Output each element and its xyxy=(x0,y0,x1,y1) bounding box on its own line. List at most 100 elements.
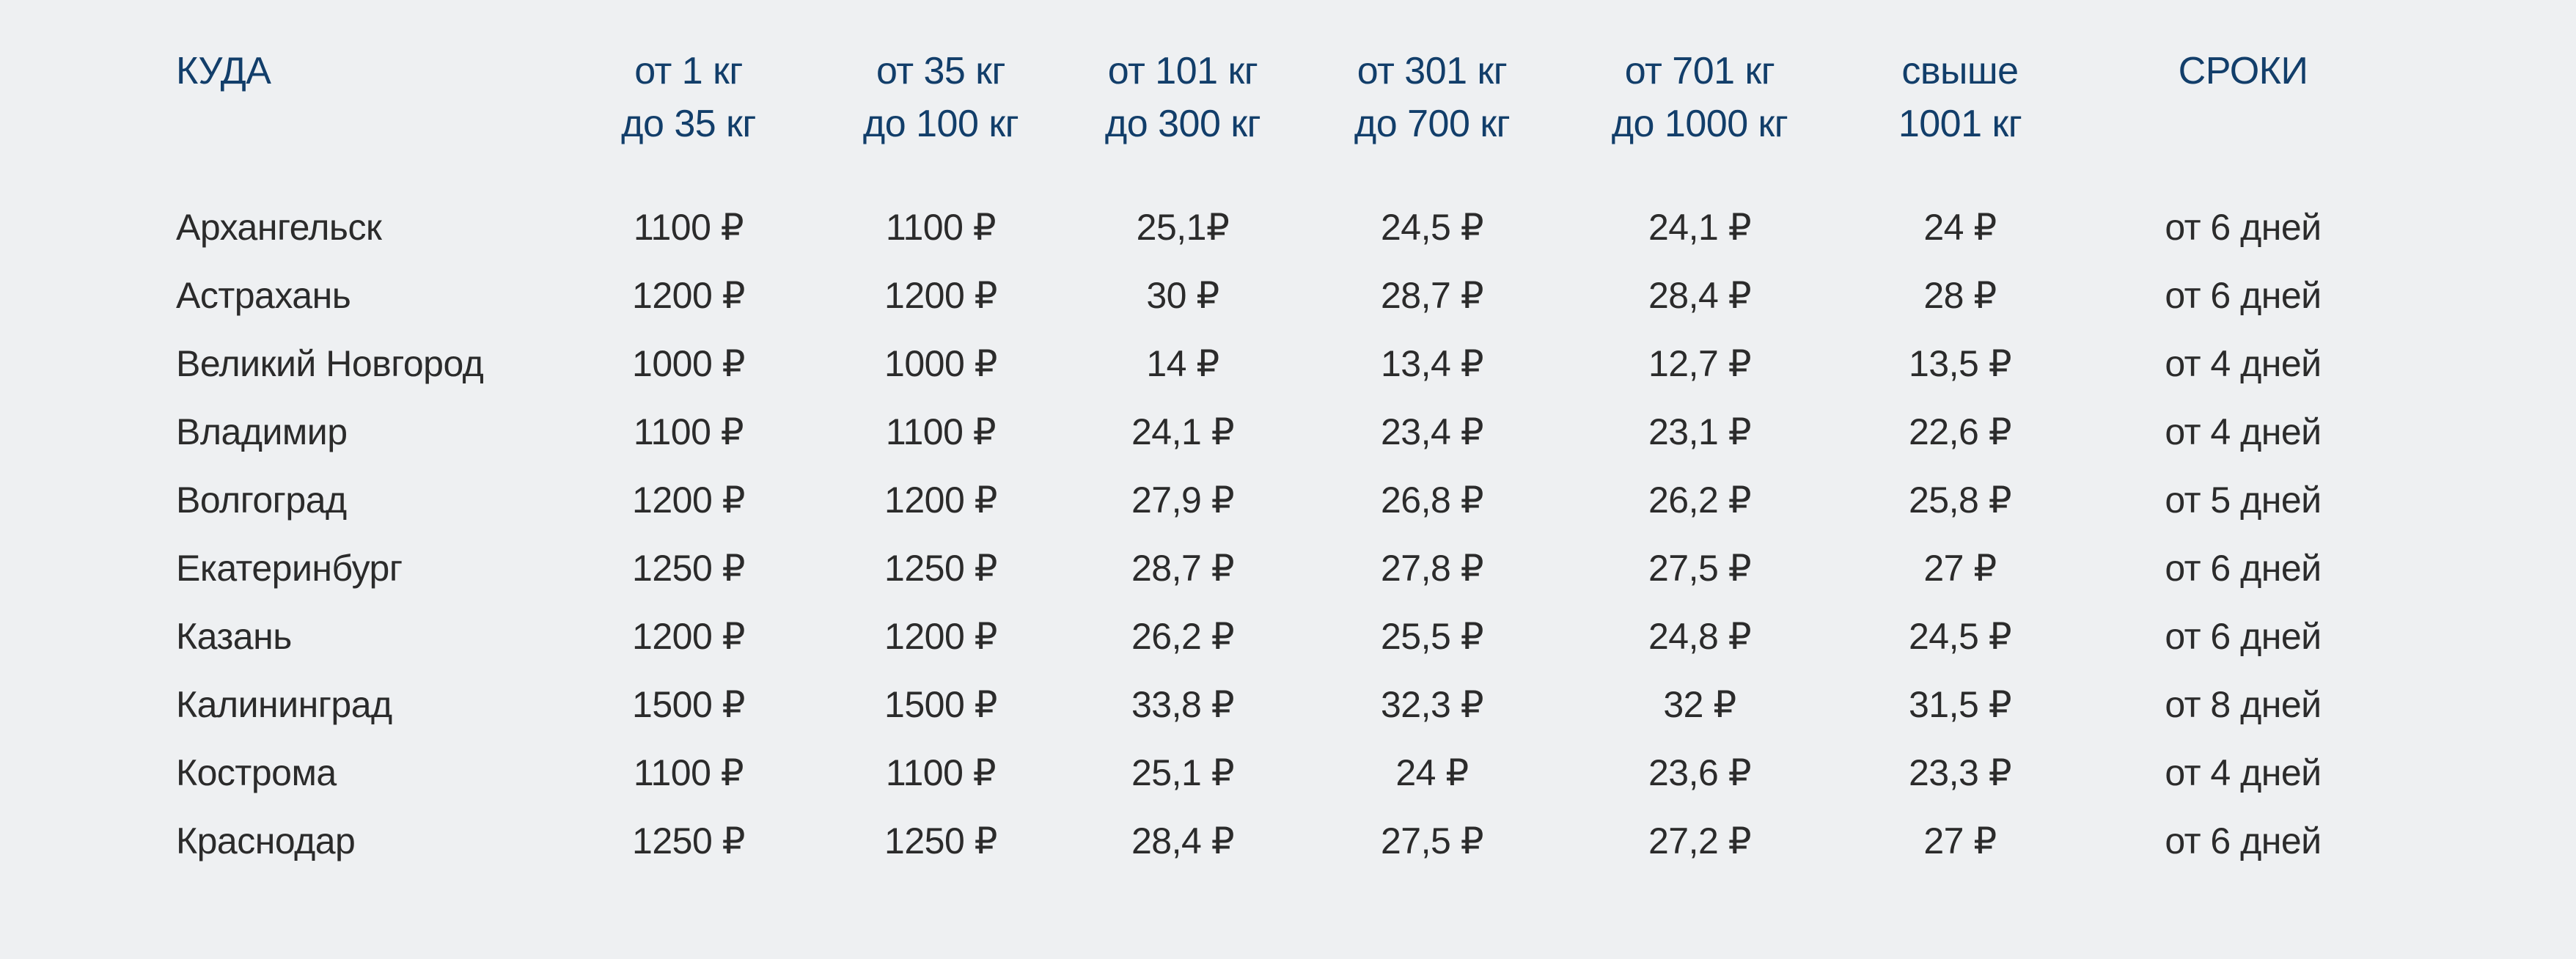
city-cell: Великий Новгород xyxy=(176,343,484,384)
rate-cell: 1100 ₽ xyxy=(633,411,744,452)
term-cell: от 6 дней xyxy=(2165,548,2322,589)
column-header-weight-301-700: от 301 кг до 700 кг xyxy=(1354,50,1511,145)
city-cell: Казань xyxy=(176,616,292,657)
table-row: Екатеринбург 1250 ₽ 1250 ₽ 28,7 ₽ 27,8 ₽… xyxy=(176,534,2405,603)
rate-cell: 24 ₽ xyxy=(1395,752,1469,793)
rate-cell: 26,8 ₽ xyxy=(1380,479,1484,521)
rate-cell: 28,4 ₽ xyxy=(1131,820,1235,861)
rate-cell: 12,7 ₽ xyxy=(1648,343,1752,384)
table-row: Кострома 1100 ₽ 1100 ₽ 25,1 ₽ 24 ₽ 23,6 … xyxy=(176,739,2405,807)
rate-cell: 1250 ₽ xyxy=(632,548,745,589)
rate-cell: 27,2 ₽ xyxy=(1648,820,1752,861)
term-cell: от 4 дней xyxy=(2165,411,2322,452)
rate-cell: 24 ₽ xyxy=(1923,207,1997,248)
rate-cell: 1100 ₽ xyxy=(633,207,744,248)
rate-cell: 1250 ₽ xyxy=(632,820,745,861)
term-cell: от 8 дней xyxy=(2165,684,2322,725)
rate-cell: 1200 ₽ xyxy=(632,275,745,316)
city-cell: Кострома xyxy=(176,752,337,793)
city-cell: Владимир xyxy=(176,411,348,452)
rate-cell: 30 ₽ xyxy=(1146,275,1219,316)
rate-cell: 1100 ₽ xyxy=(885,207,997,248)
table-row: Владимир 1100 ₽ 1100 ₽ 24,1 ₽ 23,4 ₽ 23,… xyxy=(176,398,2405,466)
rate-cell: 25,8 ₽ xyxy=(1908,479,2012,521)
rate-cell: 28 ₽ xyxy=(1923,275,1997,316)
rate-cell: 27,8 ₽ xyxy=(1380,548,1484,589)
rate-cell: 28,4 ₽ xyxy=(1648,275,1752,316)
rate-cell: 1500 ₽ xyxy=(632,684,745,725)
city-cell: Краснодар xyxy=(176,820,356,861)
header-row: КУДА от 1 кг до 35 кг от 35 кг до 100 кг… xyxy=(176,45,2405,194)
shipping-rates-table: КУДА от 1 кг до 35 кг от 35 кг до 100 кг… xyxy=(176,45,2405,875)
term-cell: от 4 дней xyxy=(2165,343,2322,384)
rate-cell: 28,7 ₽ xyxy=(1131,548,1235,589)
rate-cell: 24,1 ₽ xyxy=(1648,207,1752,248)
rate-cell: 25,1₽ xyxy=(1136,207,1230,248)
rate-cell: 1200 ₽ xyxy=(632,616,745,657)
rate-cell: 23,3 ₽ xyxy=(1908,752,2012,793)
term-cell: от 5 дней xyxy=(2165,479,2322,521)
rate-cell: 33,8 ₽ xyxy=(1131,684,1235,725)
table-row: Архангельск 1100 ₽ 1100 ₽ 25,1₽ 24,5 ₽ 2… xyxy=(176,194,2405,262)
rate-cell: 27,5 ₽ xyxy=(1648,548,1752,589)
table-row: Казань 1200 ₽ 1200 ₽ 26,2 ₽ 25,5 ₽ 24,8 … xyxy=(176,603,2405,671)
rate-cell: 32,3 ₽ xyxy=(1380,684,1484,725)
city-cell: Екатеринбург xyxy=(176,548,403,589)
rate-cell: 25,1 ₽ xyxy=(1131,752,1235,793)
rate-cell: 22,6 ₽ xyxy=(1908,411,2012,452)
rate-cell: 1000 ₽ xyxy=(632,343,745,384)
rate-cell: 1100 ₽ xyxy=(885,752,997,793)
city-cell: Астрахань xyxy=(176,275,351,316)
term-cell: от 6 дней xyxy=(2165,275,2322,316)
table-body: Архангельск 1100 ₽ 1100 ₽ 25,1₽ 24,5 ₽ 2… xyxy=(176,194,2405,875)
rate-cell: 1000 ₽ xyxy=(884,343,997,384)
term-cell: от 4 дней xyxy=(2165,752,2322,793)
table-row: Краснодар 1250 ₽ 1250 ₽ 28,4 ₽ 27,5 ₽ 27… xyxy=(176,807,2405,875)
rate-cell: 1100 ₽ xyxy=(885,411,997,452)
rate-cell: 1250 ₽ xyxy=(884,548,997,589)
column-header-terms: СРОКИ xyxy=(2178,50,2308,92)
rate-cell: 26,2 ₽ xyxy=(1648,479,1752,521)
rate-cell: 31,5 ₽ xyxy=(1908,684,2012,725)
rate-cell: 23,1 ₽ xyxy=(1648,411,1752,452)
rate-cell: 24,1 ₽ xyxy=(1131,411,1235,452)
city-cell: Архангельск xyxy=(176,207,382,248)
rate-cell: 23,4 ₽ xyxy=(1380,411,1484,452)
column-header-weight-1-35: от 1 кг до 35 кг xyxy=(621,50,756,145)
column-header-weight-701-1000: от 701 кг до 1000 кг xyxy=(1611,50,1788,145)
rate-cell: 27 ₽ xyxy=(1923,820,1997,861)
rate-cell: 26,2 ₽ xyxy=(1131,616,1235,657)
rate-cell: 1100 ₽ xyxy=(633,752,744,793)
table-header: КУДА от 1 кг до 35 кг от 35 кг до 100 кг… xyxy=(176,45,2405,194)
table-row: Калининград 1500 ₽ 1500 ₽ 33,8 ₽ 32,3 ₽ … xyxy=(176,671,2405,739)
term-cell: от 6 дней xyxy=(2165,820,2322,861)
rate-cell: 32 ₽ xyxy=(1663,684,1736,725)
column-header-destination: КУДА xyxy=(176,50,271,92)
city-cell: Калининград xyxy=(176,684,392,725)
rate-cell: 1200 ₽ xyxy=(884,616,997,657)
rate-cell: 24,8 ₽ xyxy=(1648,616,1752,657)
rate-cell: 25,5 ₽ xyxy=(1380,616,1484,657)
rate-cell: 1200 ₽ xyxy=(884,275,997,316)
rate-cell: 27,9 ₽ xyxy=(1131,479,1235,521)
table-row: Великий Новгород 1000 ₽ 1000 ₽ 14 ₽ 13,4… xyxy=(176,330,2405,398)
column-header-weight-35-100: от 35 кг до 100 кг xyxy=(862,50,1019,145)
rate-cell: 23,6 ₽ xyxy=(1648,752,1752,793)
rate-cell: 24,5 ₽ xyxy=(1908,616,2012,657)
rate-cell: 14 ₽ xyxy=(1146,343,1219,384)
rate-cell: 1200 ₽ xyxy=(884,479,997,521)
table-row: Волгоград 1200 ₽ 1200 ₽ 27,9 ₽ 26,8 ₽ 26… xyxy=(176,466,2405,534)
rate-cell: 28,7 ₽ xyxy=(1380,275,1484,316)
rate-cell: 24,5 ₽ xyxy=(1380,207,1484,248)
table-row: Астрахань 1200 ₽ 1200 ₽ 30 ₽ 28,7 ₽ 28,4… xyxy=(176,262,2405,330)
city-cell: Волгоград xyxy=(176,479,347,521)
term-cell: от 6 дней xyxy=(2165,207,2322,248)
term-cell: от 6 дней xyxy=(2165,616,2322,657)
rate-cell: 27,5 ₽ xyxy=(1380,820,1484,861)
column-header-weight-101-300: от 101 кг до 300 кг xyxy=(1104,50,1261,145)
rate-cell: 1200 ₽ xyxy=(632,479,745,521)
rate-cell: 1500 ₽ xyxy=(884,684,997,725)
rate-cell: 13,4 ₽ xyxy=(1380,343,1484,384)
rate-cell: 13,5 ₽ xyxy=(1908,343,2012,384)
